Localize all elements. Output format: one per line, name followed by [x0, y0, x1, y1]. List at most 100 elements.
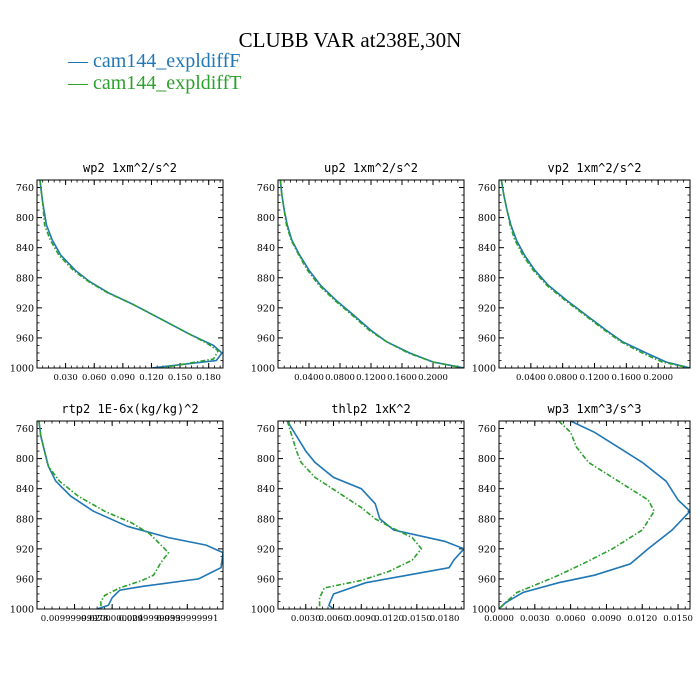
x-tick-label: 0.0180 [430, 614, 460, 624]
y-tick-label: 760 [257, 424, 275, 435]
x-tick-label: 0.1600 [387, 373, 417, 383]
y-tick-label: 760 [478, 424, 496, 435]
x-tick-label: 0.0090 [592, 614, 622, 624]
x-tick-label: 0.0200000004 [81, 614, 143, 624]
x-tick-label: 0.0299999993 [119, 614, 181, 624]
y-tick-label: 800 [16, 213, 34, 224]
y-tick-label: 800 [257, 213, 275, 224]
x-tick-label: 0.0400 [516, 373, 546, 383]
y-tick-label: 960 [478, 333, 496, 344]
y-tick-label: 840 [16, 484, 34, 495]
chart-panel: wp2 1xm^2/s^2 760 800 840 880 920 960 1000 0.030… [10, 161, 224, 383]
y-tick-label: 960 [16, 574, 34, 585]
series-line [499, 421, 656, 609]
x-tick-label: 0.0030 [291, 614, 321, 624]
y-tick-label: 1000 [251, 605, 275, 616]
legend-label: cam144_expldiffF [93, 50, 241, 72]
series-line [286, 421, 464, 609]
x-tick-label: 0.090 [111, 373, 135, 383]
x-tick-label: 0.0120 [374, 614, 404, 624]
y-tick-label: 840 [478, 484, 496, 495]
y-tick-label: 840 [478, 243, 496, 254]
x-tick-label: 0.1200 [356, 373, 386, 383]
x-tick-label: 0.1200 [580, 373, 610, 383]
y-tick-label: 1000 [10, 605, 34, 616]
x-tick-label: 0.1600 [611, 373, 641, 383]
x-tick-label: 0.0400 [294, 373, 324, 383]
legend-swatch: — [68, 50, 93, 72]
x-tick-label: 0.180 [197, 373, 221, 383]
y-tick-label: 840 [16, 243, 34, 254]
x-tick-label: 0.0800 [325, 373, 355, 383]
panel-title: wp2 1xm^2/s^2 [83, 161, 177, 175]
y-tick-label: 960 [257, 333, 275, 344]
y-tick-label: 880 [478, 273, 496, 284]
x-tick-label: 0.0399999991 [156, 614, 218, 624]
x-tick-label: 0.150 [168, 373, 192, 383]
x-tick-label: 0.0000 [484, 614, 514, 624]
x-tick-label: 0.0150 [402, 614, 432, 624]
panel-title: thlp2 1xK^2 [331, 402, 410, 416]
plot-frame [277, 420, 465, 610]
plot-frame [277, 179, 465, 369]
x-tick-label: 0.2000 [418, 373, 448, 383]
chart-panel: rtp2 1E-6x(kg/kg)^2 760 800 840 880 920 960 100… [10, 402, 224, 624]
y-tick-label: 1000 [251, 364, 275, 375]
chart-panel: thlp2 1xK^276080084088092096010000.00300… [251, 402, 465, 624]
y-tick-label: 880 [257, 514, 275, 525]
y-tick-label: 760 [16, 183, 34, 194]
y-tick-label: 800 [478, 454, 496, 465]
legend-label: cam144_expldiffT [93, 72, 242, 94]
x-tick-label: 0.0060 [319, 614, 349, 624]
y-tick-label: 760 [478, 183, 496, 194]
x-tick-label: 0.0090 [346, 614, 376, 624]
legend-entry: — cam144_expldiffF [68, 50, 240, 73]
plot-frame [498, 179, 691, 369]
x-tick-label: 0.0030 [520, 614, 550, 624]
y-tick-label: 880 [478, 514, 496, 525]
y-tick-label: 1000 [10, 364, 34, 375]
panel-title: rtp2 1E-6x(kg/kg)^2 [61, 402, 198, 416]
chart-panel: vp2 1xm^2/s^2 760 800 840 880 920 960 1000 0.040… [472, 161, 691, 383]
y-tick-label: 800 [16, 454, 34, 465]
series-line [500, 180, 690, 368]
panel-title: up2 1xm^2/s^2 [324, 161, 418, 175]
y-tick-label: 880 [16, 273, 34, 284]
plot-frame [36, 179, 224, 369]
plot-frame [36, 420, 224, 610]
x-tick-label: 0.0060 [556, 614, 586, 624]
legend-swatch: — [68, 72, 93, 94]
y-tick-label: 800 [257, 454, 275, 465]
x-tick-label: 0.120 [139, 373, 163, 383]
x-tick-label: 0.0150 [663, 614, 693, 624]
y-tick-label: 960 [478, 574, 496, 585]
y-tick-label: 880 [16, 514, 34, 525]
series-line [500, 180, 690, 368]
y-tick-label: 840 [257, 484, 275, 495]
y-tick-label: 920 [16, 544, 34, 555]
x-tick-label: 0.0120 [627, 614, 657, 624]
panel-title: wp3 1xm^3/s^3 [548, 402, 642, 416]
series-line [38, 421, 170, 609]
y-tick-label: 760 [16, 424, 34, 435]
x-tick-label: 0.0800 [548, 373, 578, 383]
y-tick-label: 920 [478, 544, 496, 555]
chart-title: CLUBB VAR at238E,30N [238, 28, 462, 52]
y-tick-label: 960 [257, 574, 275, 585]
x-tick-label: 0.030 [53, 373, 77, 383]
legend-entry: — cam144_expldiffT [68, 72, 241, 95]
y-tick-label: 760 [257, 183, 275, 194]
y-tick-label: 800 [478, 213, 496, 224]
chart-panel: wp3 1xm^3/s^3 760 800 840 880 920 960 10000.000… [472, 402, 693, 624]
y-tick-label: 880 [257, 273, 275, 284]
series-line [39, 180, 223, 368]
series-line [279, 180, 464, 368]
y-tick-label: 920 [257, 544, 275, 555]
series-line [499, 421, 690, 609]
series-line [279, 180, 464, 368]
plot-frame [498, 420, 691, 610]
x-tick-label: 0.060 [82, 373, 106, 383]
series-line [39, 180, 220, 368]
y-tick-label: 920 [16, 303, 34, 314]
